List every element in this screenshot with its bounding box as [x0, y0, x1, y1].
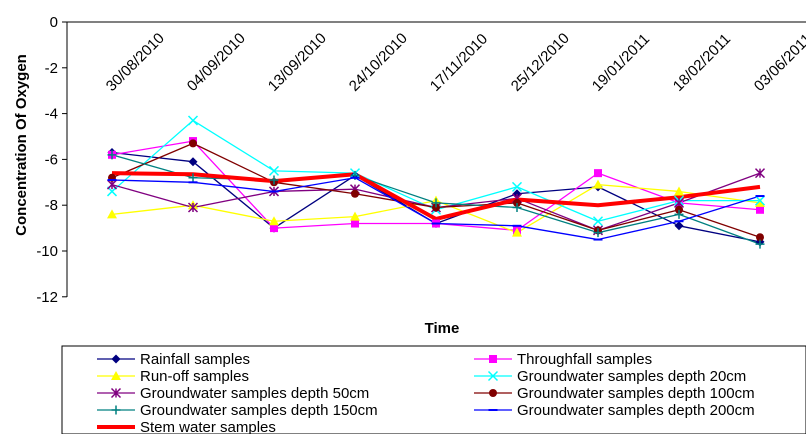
plot-area: 0 -2 -4 -6 -8 -10 -12 30/08/2010 04/09/2010 13/0…	[36, 14, 806, 306]
data-point	[189, 139, 197, 148]
data-point	[111, 354, 121, 364]
data-point	[674, 186, 684, 196]
data-point	[754, 195, 766, 206]
data-point	[432, 203, 440, 212]
data-point	[513, 198, 521, 207]
y-tick-label: -2	[45, 60, 58, 77]
x-tick-label: 18/02/2011	[670, 31, 734, 95]
legend-label: Throughfall samples	[517, 351, 652, 368]
data-point	[188, 173, 198, 183]
y-tick-label: -6	[45, 151, 58, 168]
y-axis-title: Concentration Of Oxygen	[13, 54, 30, 236]
data-point	[350, 211, 360, 221]
data-point	[107, 209, 117, 219]
x-tick-label: 19/01/2011	[589, 31, 653, 95]
data-point	[675, 205, 683, 214]
data-point	[511, 181, 523, 192]
data-point	[270, 224, 278, 233]
series-markers	[106, 115, 766, 249]
data-point	[107, 150, 117, 160]
data-point	[188, 157, 198, 167]
x-tick-label: 30/08/2010	[103, 30, 168, 95]
y-tick-label: -10	[36, 243, 58, 260]
legend-label: Rainfall samples	[140, 351, 250, 368]
data-point	[756, 233, 764, 242]
data-point	[593, 179, 603, 189]
data-point	[755, 197, 765, 207]
data-point	[431, 198, 441, 208]
x-tick-label: 25/12/2010	[508, 30, 573, 95]
data-point	[674, 209, 684, 219]
x-axis-title: Time	[425, 320, 460, 337]
data-point	[487, 370, 499, 382]
x-tick-label: 24/10/2010	[346, 30, 411, 95]
x-tick-label: 17/11/2010	[427, 31, 491, 95]
x-axis-ticks: 30/08/2010 04/09/2010 13/09/2010 24/10/2010…	[103, 30, 806, 95]
x-tick-label: 13/09/2010	[265, 30, 330, 95]
data-point	[351, 219, 359, 228]
x-tick-label: 03/06/2011	[751, 31, 806, 95]
y-tick-label: -12	[36, 289, 58, 306]
y-tick-label: -8	[45, 197, 58, 214]
legend-label: Groundwater samples depth 20cm	[517, 368, 746, 385]
data-point	[512, 227, 522, 237]
legend-label: Groundwater samples depth 50cm	[140, 385, 369, 402]
data-point	[592, 216, 604, 227]
legend-label: Stem water samples	[140, 419, 276, 434]
legend-items: Rainfall samples Throughfall samples Run-o…	[97, 351, 755, 434]
data-point	[187, 115, 199, 126]
y-tick-label: -4	[45, 106, 58, 123]
data-point	[674, 221, 684, 231]
data-point	[111, 405, 121, 415]
legend-label: Run-off samples	[140, 368, 249, 385]
data-point	[756, 205, 764, 214]
data-point	[489, 389, 497, 397]
data-point	[593, 228, 603, 238]
data-point	[269, 175, 279, 185]
series-line-9	[111, 171, 761, 221]
data-point	[754, 168, 766, 179]
data-point	[268, 165, 280, 176]
legend-label: Groundwater samples depth 150cm	[140, 402, 378, 419]
y-tick-label: 0	[50, 14, 58, 31]
data-point	[512, 202, 522, 212]
data-point	[110, 387, 122, 399]
data-point	[187, 202, 199, 213]
data-point	[489, 355, 497, 363]
data-point	[111, 371, 121, 380]
data-point	[594, 169, 602, 178]
y-axis-ticks: 0 -2 -4 -6 -8 -10 -12	[36, 14, 67, 306]
legend-label: Groundwater samples depth 100cm	[517, 385, 755, 402]
legend-label: Groundwater samples depth 200cm	[517, 402, 755, 419]
data-point	[351, 189, 359, 198]
data-point	[755, 239, 765, 249]
x-tick-label: 04/09/2010	[184, 30, 249, 95]
data-point	[269, 216, 279, 226]
legend-box	[61, 345, 806, 434]
legend: Rainfall samples Throughfall samples Run-o…	[61, 345, 806, 434]
